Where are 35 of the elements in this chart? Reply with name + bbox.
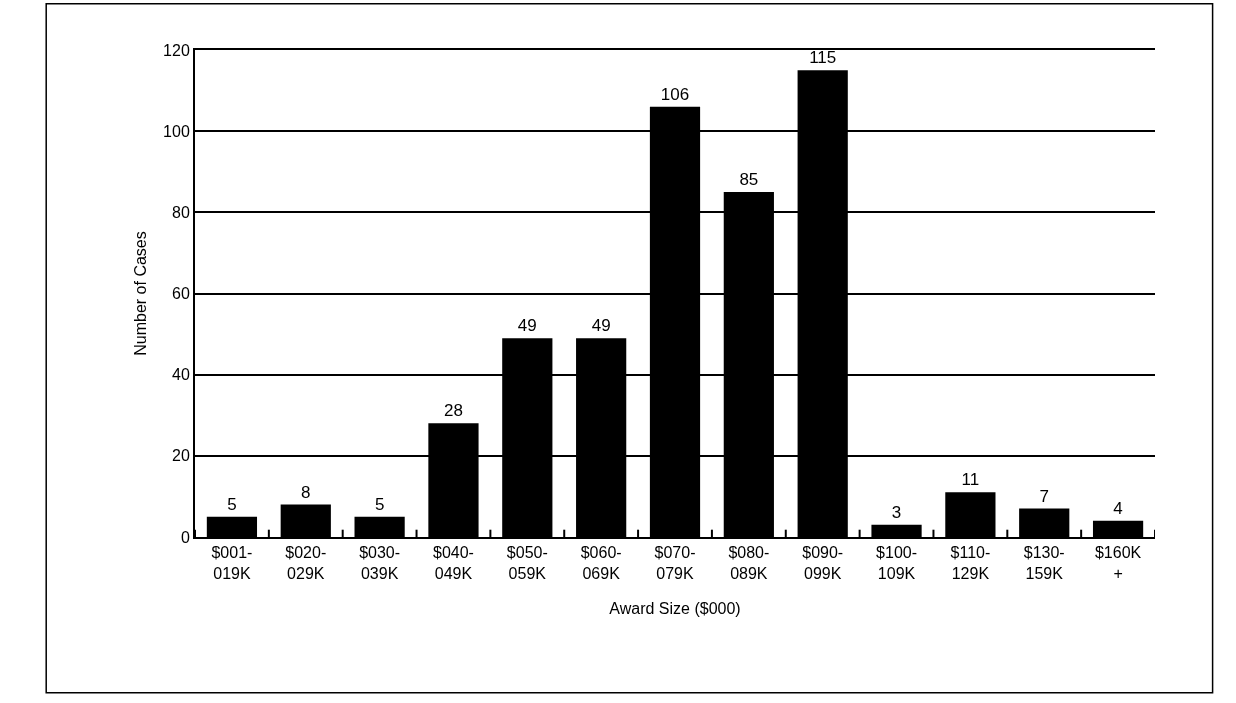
data-label: 11 xyxy=(961,470,980,490)
y-tick-label: 120 xyxy=(163,41,190,59)
x-tick-label: $040- 049K xyxy=(433,544,474,582)
y-tick-label: 60 xyxy=(172,285,190,303)
x-tick-label: $050- 059K xyxy=(506,544,548,582)
x-tick-label: $090- 099K xyxy=(802,544,844,582)
y-tick-label: 80 xyxy=(172,203,190,221)
x-tick-label: $160K + xyxy=(1094,544,1142,582)
x-tick-label: $070- 079K xyxy=(654,544,696,582)
y-axis-title: Number of Cases xyxy=(132,231,150,356)
data-label: 3 xyxy=(891,502,902,522)
x-tick-label: $130- 159K xyxy=(1023,544,1065,582)
x-tick-label: $100- 109K xyxy=(876,544,917,582)
y-tick-label: 0 xyxy=(180,528,190,546)
data-label: 4 xyxy=(1113,498,1123,518)
x-tick-label: $020- 029K xyxy=(285,544,327,582)
y-tick-label: 100 xyxy=(163,122,190,140)
y-tick-label: 20 xyxy=(172,447,190,465)
data-label: 8 xyxy=(301,482,311,502)
x-tick-label: $060- 069K xyxy=(580,544,622,582)
data-label: 5 xyxy=(374,494,385,514)
x-tick-label: $080- 089K xyxy=(728,544,770,582)
data-label: 49 xyxy=(591,316,611,336)
x-tick-label: $001- 019K xyxy=(211,544,253,582)
data-label: 106 xyxy=(660,84,690,104)
x-axis-title: Award Size ($000) xyxy=(609,600,741,618)
y-tick-label: 40 xyxy=(172,366,190,384)
data-label: 7 xyxy=(1039,486,1049,506)
data-label: 49 xyxy=(517,316,537,336)
data-label: 28 xyxy=(444,401,463,421)
data-label: 5 xyxy=(227,494,237,514)
x-tick-label: $110- 129K xyxy=(950,544,991,582)
data-label: 115 xyxy=(809,48,837,68)
x-tick-label: $030- 039K xyxy=(359,544,401,582)
data-label: 85 xyxy=(739,170,759,190)
